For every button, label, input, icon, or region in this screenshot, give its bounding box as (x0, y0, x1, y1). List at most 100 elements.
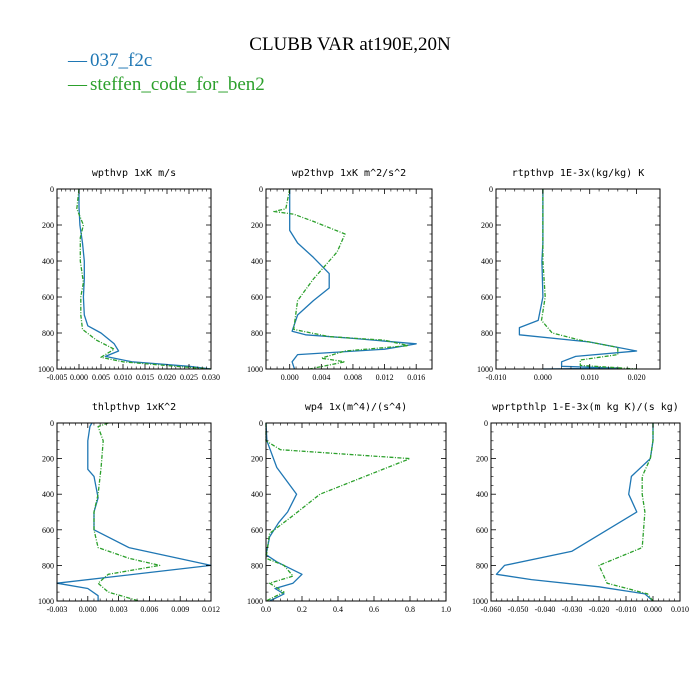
x-tick-label: 1.0 (441, 605, 451, 614)
x-tick-label: 0.030 (202, 373, 220, 382)
y-tick-label: 0 (484, 419, 488, 428)
y-tick-label: 200 (481, 221, 493, 230)
y-tick-label: 0 (489, 185, 493, 194)
y-tick-label: 800 (476, 561, 488, 570)
x-tick-label: -0.040 (535, 605, 556, 614)
series-line-2 (598, 423, 654, 602)
x-tick-label: -0.010 (486, 373, 507, 382)
y-tick-label: 0 (259, 185, 263, 194)
x-tick-label: 0.008 (344, 373, 362, 382)
y-tick-label: 600 (42, 293, 54, 302)
x-tick-label: 0.010 (581, 373, 599, 382)
y-tick-label: 800 (42, 329, 54, 338)
y-tick-label: 400 (42, 257, 54, 266)
y-tick-label: 1000 (38, 365, 54, 374)
x-tick-label: 0.020 (158, 373, 176, 382)
x-tick-label: 0.006 (140, 605, 158, 614)
legend-item-2-symbol: — (67, 74, 88, 95)
y-tick-label: 1000 (472, 597, 488, 606)
series-line-2 (273, 188, 409, 370)
x-tick-label: 0.025 (180, 373, 198, 382)
legend-item-2-label: steffen_code_for_ben2 (90, 74, 265, 95)
x-tick-label: 0.6 (369, 605, 379, 614)
x-tick-label: -0.005 (47, 373, 68, 382)
series-line-2 (265, 423, 411, 602)
y-tick-label: 200 (42, 221, 54, 230)
y-tick-label: 200 (476, 455, 488, 464)
x-tick-label: -0.030 (562, 605, 583, 614)
y-tick-label: 600 (476, 526, 488, 535)
panel-6: wprtpthlp 1-E-3x(m kg K)/(s kg) -0.060 -0.… (472, 402, 689, 614)
y-tick-label: 400 (476, 490, 488, 499)
x-tick-label: 0.4 (333, 605, 343, 614)
panel-3: rtpthvp 1E-3x(kg/kg) K -0.010 0.000 0.010 0.… (477, 168, 661, 382)
y-tick-label: 200 (251, 455, 263, 464)
panel-title: wpthvp 1xK m/s (92, 168, 176, 179)
y-tick-label: 400 (42, 490, 54, 499)
y-tick-label: 600 (42, 526, 54, 535)
panel-5: wp4 1x(m^4)/(s^4) 0.0 0.2 0.4 0.6 0.8 1.0 0 200 4… (247, 402, 451, 614)
series-line-2 (76, 188, 212, 370)
x-tick-label: 0.015 (136, 373, 154, 382)
y-tick-label: 1000 (247, 597, 263, 606)
series-line-1 (78, 189, 212, 370)
panel-title: wp4 1x(m^4)/(s^4) (305, 402, 407, 413)
panel-title: thlpthvp 1xK^2 (92, 402, 176, 413)
x-tick-label: 0.2 (297, 605, 307, 614)
y-tick-label: 0 (50, 419, 54, 428)
series-line-2 (93, 422, 161, 602)
y-tick-label: 800 (251, 329, 263, 338)
x-tick-label: 0.016 (407, 373, 425, 382)
series-line-1 (289, 189, 417, 370)
x-tick-label: 0.000 (70, 373, 88, 382)
y-tick-label: 600 (251, 293, 263, 302)
x-tick-label: 0.020 (628, 373, 646, 382)
x-tick-label: 0.009 (171, 605, 189, 614)
x-tick-label: 0.0 (261, 605, 271, 614)
panels: wpthvp 1xK m/s-0.005 0.000 0.005 0.010 0.015… (38, 168, 689, 614)
x-tick-label: 0.000 (79, 605, 97, 614)
y-tick-label: 400 (251, 257, 263, 266)
y-tick-label: 200 (251, 221, 263, 230)
y-tick-label: 800 (251, 561, 263, 570)
x-tick-label: -0.050 (508, 605, 529, 614)
y-tick-label: 1000 (38, 597, 54, 606)
y-tick-label: 800 (42, 561, 54, 570)
x-tick-label: 0.004 (312, 373, 330, 382)
panel-title: wp2thvp 1xK m^2/s^2 (292, 168, 406, 179)
y-tick-label: 600 (481, 293, 493, 302)
x-tick-label: 0.000 (644, 605, 662, 614)
figure-title: CLUBB VAR at190E,20N (249, 34, 451, 55)
x-tick-label: 0.012 (202, 605, 220, 614)
legend-item-1-label: 037_f2c (90, 50, 152, 71)
y-tick-label: 1000 (247, 365, 263, 374)
x-tick-label: -0.003 (47, 605, 68, 614)
y-tick-label: 600 (251, 526, 263, 535)
panel-title: rtpthvp 1E-3x(kg/kg) K (512, 168, 644, 179)
x-tick-label: 0.010 (114, 373, 132, 382)
y-tick-label: 400 (481, 257, 493, 266)
x-tick-label: 0.005 (92, 373, 110, 382)
x-tick-label: 0.010 (671, 605, 689, 614)
y-tick-label: 1000 (477, 365, 493, 374)
y-tick-label: 200 (42, 455, 54, 464)
legend: — 037_f2c — steffen_code_for_ben2 (67, 50, 265, 95)
series-line-2 (540, 189, 637, 370)
panel-2: wp2thvp 1xK m^2/s^2 0.000 0.004 0.008 0.012 0… (247, 168, 433, 382)
x-tick-label: 0.000 (534, 373, 552, 382)
y-tick-label: 0 (259, 419, 263, 428)
y-tick-label: 800 (481, 329, 493, 338)
panel-1: wpthvp 1xK m/s -0.005 0.000 0.005 0.010 0.015… (38, 168, 220, 382)
x-tick-label: 0.003 (110, 605, 128, 614)
y-tick-label: 0 (50, 185, 54, 194)
x-tick-label: -0.020 (589, 605, 610, 614)
x-tick-label: 0.8 (405, 605, 415, 614)
x-tick-label: -0.060 (481, 605, 502, 614)
x-tick-label: 0.012 (376, 373, 394, 382)
y-tick-label: 400 (251, 490, 263, 499)
legend-item-1-symbol: — (67, 50, 88, 71)
x-tick-label: -0.010 (616, 605, 637, 614)
panel-title: wprtpthlp 1-E-3x(m kg K)/(s kg) (492, 402, 679, 413)
x-tick-label: 0.000 (281, 373, 299, 382)
